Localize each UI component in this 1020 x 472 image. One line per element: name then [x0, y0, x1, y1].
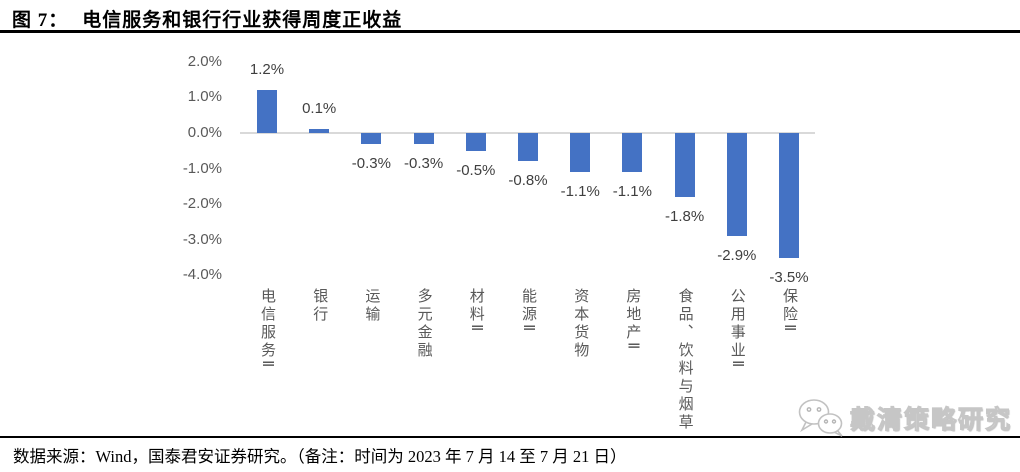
category-label-suffix: Ⅱ [781, 324, 798, 335]
category-label-text: 材料 [467, 288, 485, 324]
category-label: 材料Ⅱ [465, 288, 487, 334]
bar [257, 90, 277, 133]
y-tick-label: 2.0% [187, 52, 222, 70]
bar [361, 133, 382, 144]
category-label: 资本货物 [572, 288, 590, 360]
category-label: 运输 [363, 288, 381, 324]
bar-value-label: -1.8% [665, 208, 705, 226]
category-label: 房地产Ⅱ [621, 288, 643, 352]
bar-value-label: 0.1% [302, 100, 337, 118]
wechat-icon [798, 399, 843, 437]
category-label: 保险Ⅱ [778, 288, 800, 334]
category-label: 能源Ⅱ [517, 288, 539, 334]
y-tick-label: -2.0% [182, 195, 222, 213]
y-tick-label: -1.0% [182, 159, 222, 177]
bar [309, 129, 330, 133]
bar-chart: 2.0% 1.0% 0.0% -1.0% -2.0% -3.0% -4.0% 1.2% 电信服务… [182, 52, 815, 432]
bar-value-label: 1.2% [249, 61, 285, 79]
category-label: 电信服务Ⅱ [256, 288, 278, 370]
category-label-text: 电信服务 [259, 288, 276, 360]
bar-value-label: -0.3% [351, 154, 391, 172]
category-label: 公用事业Ⅱ [726, 288, 748, 370]
bar [674, 133, 695, 198]
bar-value-label: -1.1% [612, 183, 652, 201]
category-label-suffix: Ⅱ [624, 342, 642, 353]
category-label-suffix: Ⅱ [520, 324, 537, 335]
bar [779, 133, 799, 258]
bar [518, 133, 538, 162]
bar [465, 133, 486, 151]
bar [726, 133, 747, 237]
figure-title: 图 7： 电信服务和银行行业获得周度正收益 [12, 5, 402, 32]
bar [622, 133, 643, 173]
bar-value-label: -0.5% [456, 161, 496, 179]
bar-value-label: -2.9% [717, 247, 757, 265]
y-tick-label: -4.0% [182, 266, 222, 284]
bar [413, 133, 434, 144]
category-label-text: 能源 [520, 288, 537, 324]
y-tick-label: -3.0% [182, 230, 222, 248]
footer-divider [0, 436, 1020, 438]
figure-title-text: 电信服务和银行行业获得周度正收益 [82, 10, 403, 31]
category-label: 多元金融 [415, 288, 433, 360]
bar [570, 133, 591, 173]
category-label-suffix: Ⅱ [728, 360, 746, 371]
bar-value-label: -0.8% [508, 172, 548, 190]
category-label: 银行 [311, 288, 329, 324]
bar-value-label: -1.1% [560, 183, 600, 201]
watermark: 戴清策略研究 [797, 397, 1012, 439]
category-label-suffix: Ⅱ [467, 324, 485, 335]
data-source-note: 数据来源：Wind，国泰君安证券研究。（备注：时间为 2023 年 7 月 14… [13, 447, 627, 466]
y-tick-label: 1.0% [187, 88, 222, 106]
category-label-text: 公用事业 [728, 288, 746, 360]
bar-value-label: -3.5% [769, 268, 809, 286]
category-label-text: 保险 [781, 288, 798, 324]
bar-value-label: -0.3% [404, 154, 444, 172]
category-label-suffix: Ⅱ [259, 360, 276, 371]
y-tick-label: 0.0% [187, 124, 222, 141]
category-label-text: 房地产 [624, 288, 642, 342]
figure-number: 图 7： [12, 10, 69, 31]
watermark-text: 戴清策略研究 [849, 407, 1012, 435]
title-divider [0, 30, 1020, 33]
category-label: 食品、饮料与烟草 [676, 288, 694, 432]
